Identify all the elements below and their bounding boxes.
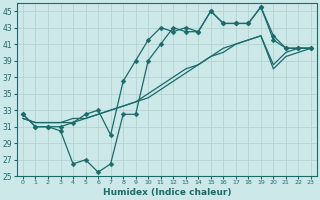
X-axis label: Humidex (Indice chaleur): Humidex (Indice chaleur) <box>103 188 231 197</box>
